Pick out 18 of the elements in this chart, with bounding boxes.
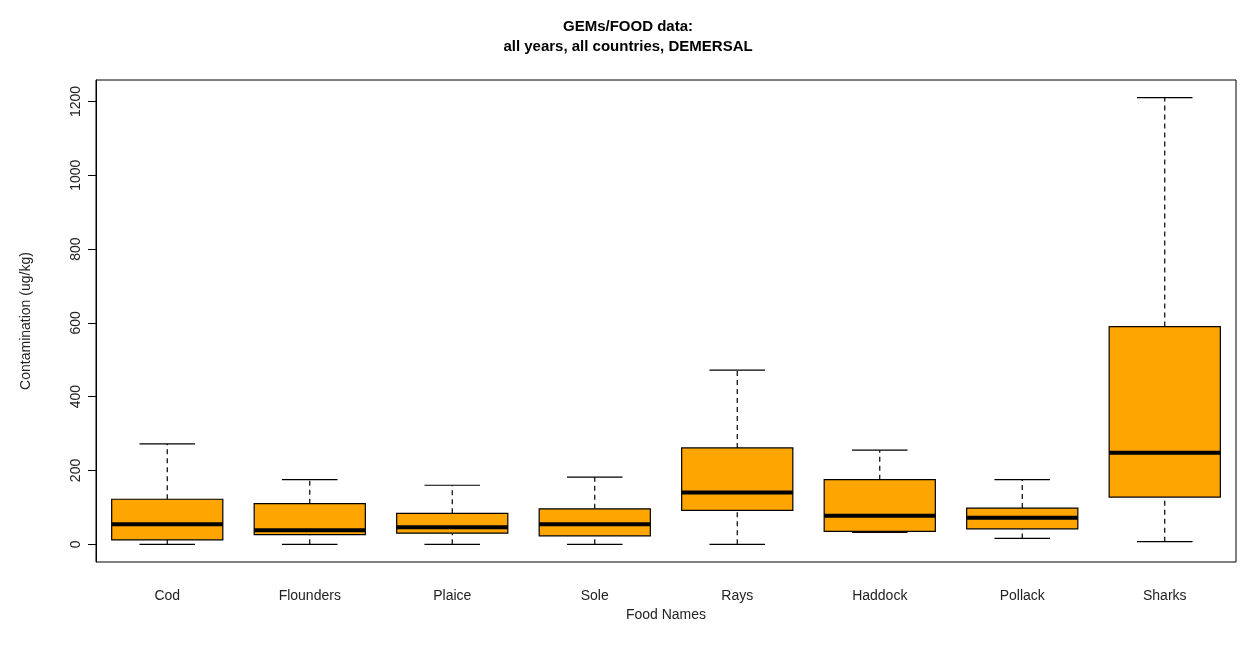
x-tick-label: Rays [721, 587, 754, 603]
x-tick-label: Sharks [1142, 587, 1187, 603]
y-axis-title: Contamination (ug/kg) [17, 252, 33, 390]
x-tick-label: Sole [580, 587, 609, 603]
x-tick-label: Cod [154, 587, 181, 603]
y-tick-label: 600 [67, 310, 83, 335]
x-tick-label: Pollack [999, 587, 1046, 603]
x-axis-title: Food Names [625, 605, 707, 622]
y-tick-label: 400 [67, 384, 83, 409]
chart-title: GEMs/FOOD data: all years, all countries, DEMERSAL [503, 16, 753, 54]
x-tick-label: Haddock [852, 587, 909, 603]
x-tick-label: Flounders [278, 587, 341, 603]
y-tick-label: 800 [67, 237, 83, 261]
y-tick-label: 0 [67, 540, 83, 549]
y-tick-label: 1000 [67, 159, 83, 191]
y-tick-label: 200 [67, 458, 83, 483]
x-tick-label: Plaice [433, 587, 472, 603]
y-tick-label: 1200 [67, 85, 83, 117]
